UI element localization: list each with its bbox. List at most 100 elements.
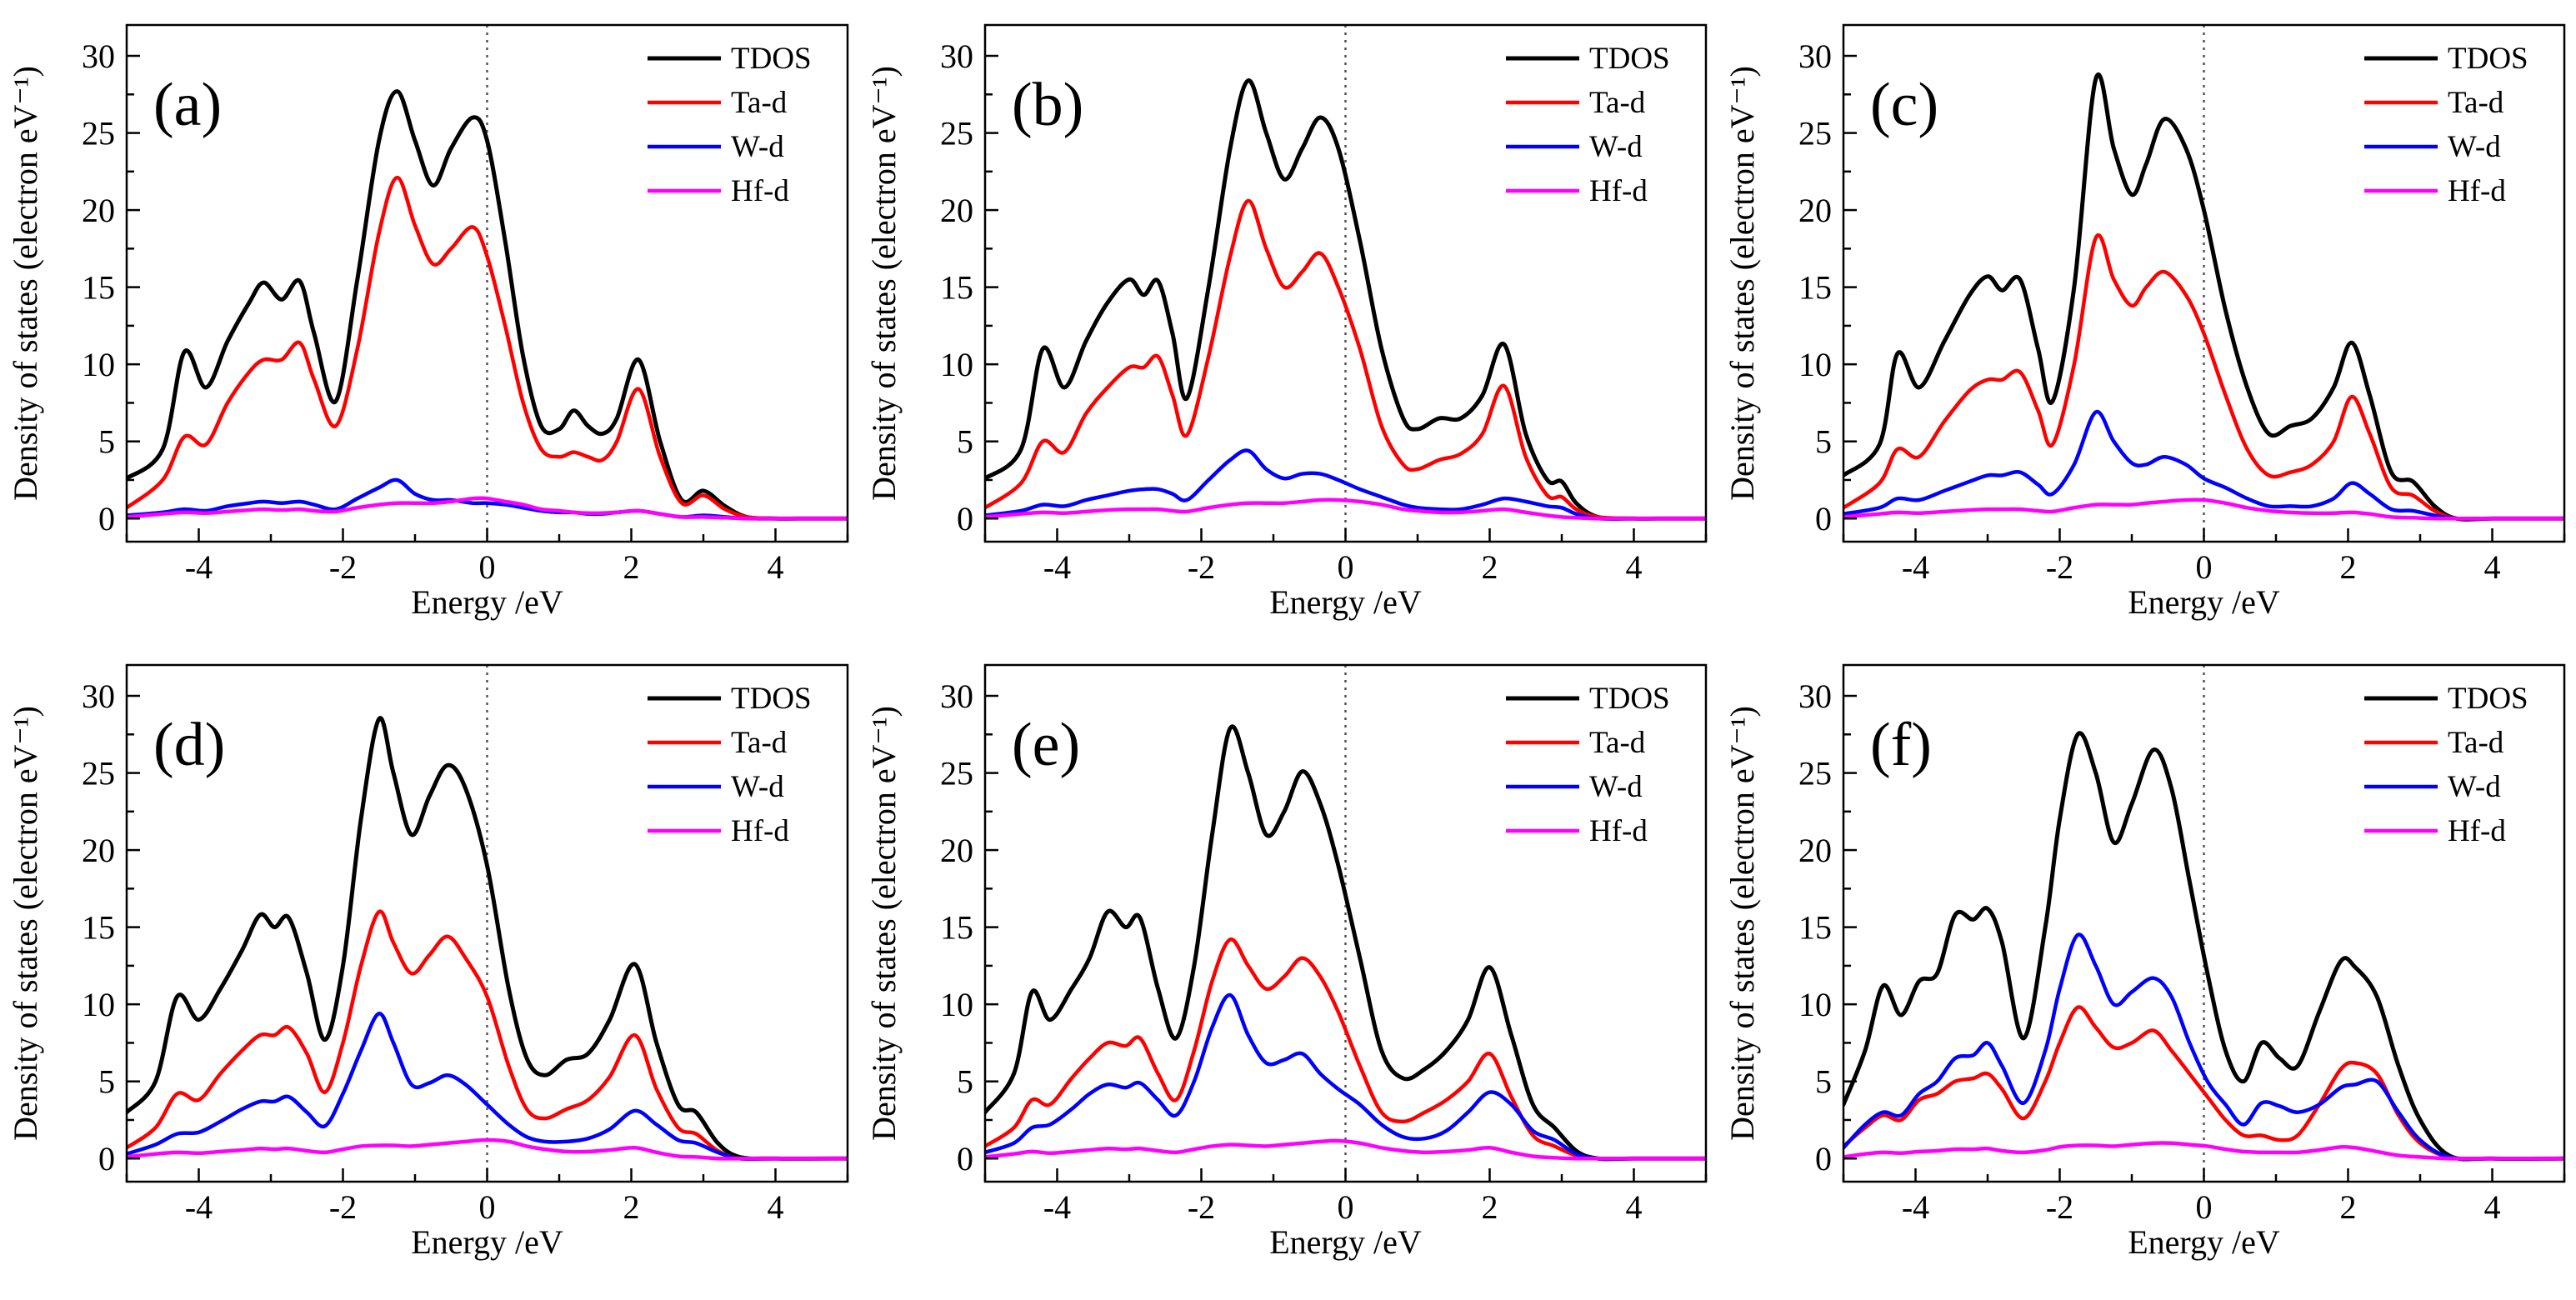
y-tick-label: 10 [940, 986, 973, 1023]
series-line-hf-d [985, 1138, 1706, 1161]
x-tick-label: 0 [479, 1188, 496, 1226]
x-tick-label: -4 [185, 548, 213, 586]
series-line-hf-d [127, 496, 848, 521]
x-tick-label: -4 [1902, 548, 1929, 586]
legend-label: TDOS [1589, 682, 1670, 716]
panel-label: (b) [1012, 71, 1083, 139]
y-tick-label: 10 [940, 346, 973, 383]
legend-label: W-d [2448, 770, 2501, 804]
x-axis-title: Energy /eV [411, 583, 563, 621]
x-axis-title: Energy /eV [1269, 1223, 1422, 1261]
y-axis-title: Density of states (electron eV⁻¹) [1723, 706, 1761, 1141]
x-axis-title: Energy /eV [2128, 583, 2280, 621]
series-line-hf-d [985, 498, 1706, 521]
y-tick-label: 10 [82, 346, 115, 383]
legend-label: Ta-d [731, 86, 788, 120]
x-tick-label: -2 [2046, 1188, 2073, 1226]
x-axis-title: Energy /eV [411, 1223, 563, 1261]
legend-label: TDOS [1589, 42, 1670, 76]
y-tick-label: 5 [98, 1063, 115, 1101]
y-tick-label: 15 [82, 909, 115, 947]
x-tick-label: 0 [1338, 1188, 1354, 1226]
y-axis-title: Density of states (electron eV⁻¹) [7, 706, 44, 1141]
legend-label: TDOS [731, 42, 812, 76]
legend-label: Ta-d [2448, 726, 2504, 760]
y-tick-label: 5 [1815, 423, 1832, 461]
curves [1843, 72, 2564, 522]
y-tick-label: 20 [82, 192, 115, 229]
legend: TDOS Ta-d W-d Hf-d [2364, 42, 2528, 208]
x-tick-label: -2 [1188, 548, 1215, 586]
x-tick-label: -4 [1902, 1188, 1929, 1226]
y-tick-label: 30 [1798, 38, 1832, 75]
x-tick-label: 0 [2196, 1188, 2213, 1226]
x-tick-label: 2 [1482, 548, 1498, 586]
y-tick-label: 25 [940, 115, 973, 152]
series-line-tdos [127, 716, 848, 1161]
series-line-w-d [985, 448, 1706, 521]
panel-d: -4 -2 0 2 4 0 5 10 15 20 25 30 Energy /eV Density of … [7, 663, 849, 1261]
y-tick-label: 30 [1798, 678, 1832, 715]
series-line-w-d [1843, 410, 2564, 521]
panel-label: (a) [153, 71, 222, 139]
x-tick-label: -4 [185, 1188, 213, 1226]
legend-label: Ta-d [1589, 86, 1646, 120]
legend-label: W-d [731, 770, 784, 804]
legend-label: Ta-d [731, 726, 788, 760]
series-line-ta-d [985, 198, 1706, 521]
legend-label: TDOS [731, 682, 812, 716]
legend-label: TDOS [2448, 682, 2528, 716]
x-tick-label: 2 [623, 1188, 640, 1226]
y-tick-label: 15 [1798, 269, 1832, 307]
x-tick-label: 4 [2484, 548, 2501, 586]
legend-label: Hf-d [731, 814, 789, 848]
y-tick-label: 30 [940, 38, 973, 75]
y-tick-label: 20 [1798, 832, 1832, 869]
y-tick-label: 0 [98, 1140, 115, 1178]
y-tick-label: 10 [82, 986, 115, 1023]
series-line-w-d [127, 1012, 848, 1162]
y-tick-label: 15 [82, 269, 115, 307]
series-line-tdos [1843, 72, 2564, 522]
series-line-hf-d [1843, 498, 2564, 521]
curves [127, 716, 848, 1162]
legend-label: Hf-d [2448, 814, 2506, 848]
curves [985, 78, 1706, 521]
series-line-hf-d [127, 1138, 848, 1161]
legend-label: W-d [2448, 130, 2501, 164]
series-line-hf-d [1843, 1141, 2564, 1161]
x-tick-label: -2 [329, 548, 357, 586]
x-tick-label: 0 [1338, 548, 1354, 586]
x-tick-label: 0 [479, 548, 496, 586]
legend: TDOS Ta-d W-d Hf-d [2364, 682, 2528, 848]
x-tick-label: 4 [768, 548, 784, 586]
x-tick-label: 2 [623, 548, 640, 586]
panel-label: (f) [1870, 711, 1932, 779]
x-tick-label: 2 [1482, 1188, 1498, 1226]
series-line-tdos [1843, 731, 2564, 1162]
panel-label: (d) [153, 711, 225, 779]
legend-label: Hf-d [1589, 814, 1648, 848]
y-tick-label: 20 [940, 832, 973, 869]
y-tick-label: 0 [1815, 1140, 1832, 1178]
x-tick-label: -2 [2046, 548, 2073, 586]
legend-label: Ta-d [2448, 86, 2504, 120]
x-tick-label: -4 [1043, 548, 1071, 586]
y-tick-label: 0 [957, 1140, 973, 1178]
legend: TDOS Ta-d W-d Hf-d [648, 682, 812, 848]
x-tick-label: 2 [2340, 1188, 2357, 1226]
legend-label: Hf-d [1589, 174, 1648, 208]
panel-a: -4 -2 0 2 4 0 5 10 15 20 25 30 Energy /eV Density of … [7, 23, 849, 621]
panel-c: -4 -2 0 2 4 0 5 10 15 20 25 30 Energy /eV Density of … [1723, 23, 2566, 621]
series-line-tdos [985, 724, 1706, 1162]
y-tick-label: 25 [1798, 115, 1832, 152]
legend-label: Hf-d [2448, 174, 2506, 208]
x-tick-label: -2 [329, 1188, 357, 1226]
x-tick-label: -4 [1043, 1188, 1071, 1226]
x-tick-label: 0 [2196, 548, 2213, 586]
y-tick-label: 20 [940, 192, 973, 229]
y-axis-title: Density of states (electron eV⁻¹) [865, 66, 903, 501]
x-axis-title: Energy /eV [2128, 1223, 2280, 1261]
curves [985, 724, 1706, 1162]
series-line-tdos [985, 78, 1706, 521]
